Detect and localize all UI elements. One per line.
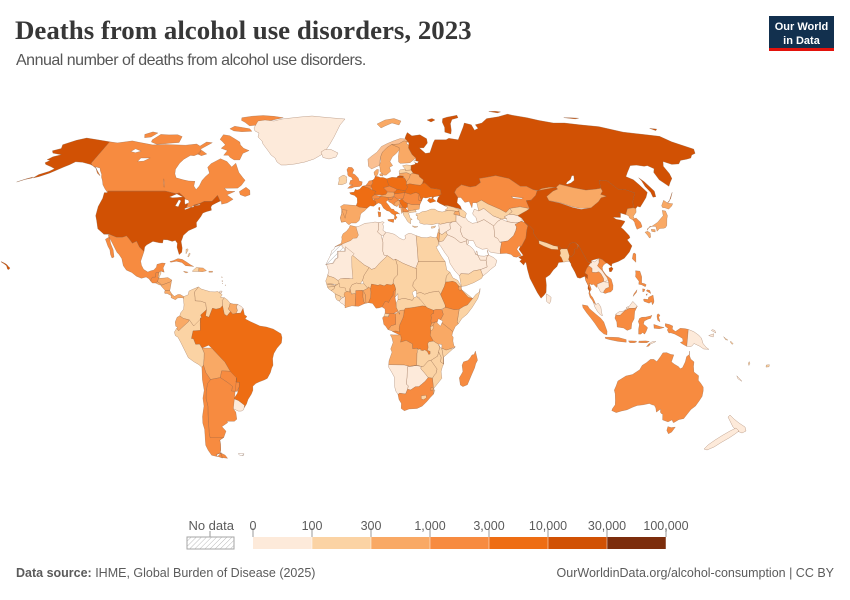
svg-text:0: 0 <box>250 519 257 533</box>
svg-text:No data: No data <box>188 518 234 533</box>
svg-text:10,000: 10,000 <box>529 519 567 533</box>
svg-text:100: 100 <box>302 519 323 533</box>
svg-text:100,000: 100,000 <box>643 519 688 533</box>
svg-text:30,000: 30,000 <box>588 519 626 533</box>
svg-text:1,000: 1,000 <box>414 519 445 533</box>
svg-text:3,000: 3,000 <box>473 519 504 533</box>
svg-text:300: 300 <box>361 519 382 533</box>
